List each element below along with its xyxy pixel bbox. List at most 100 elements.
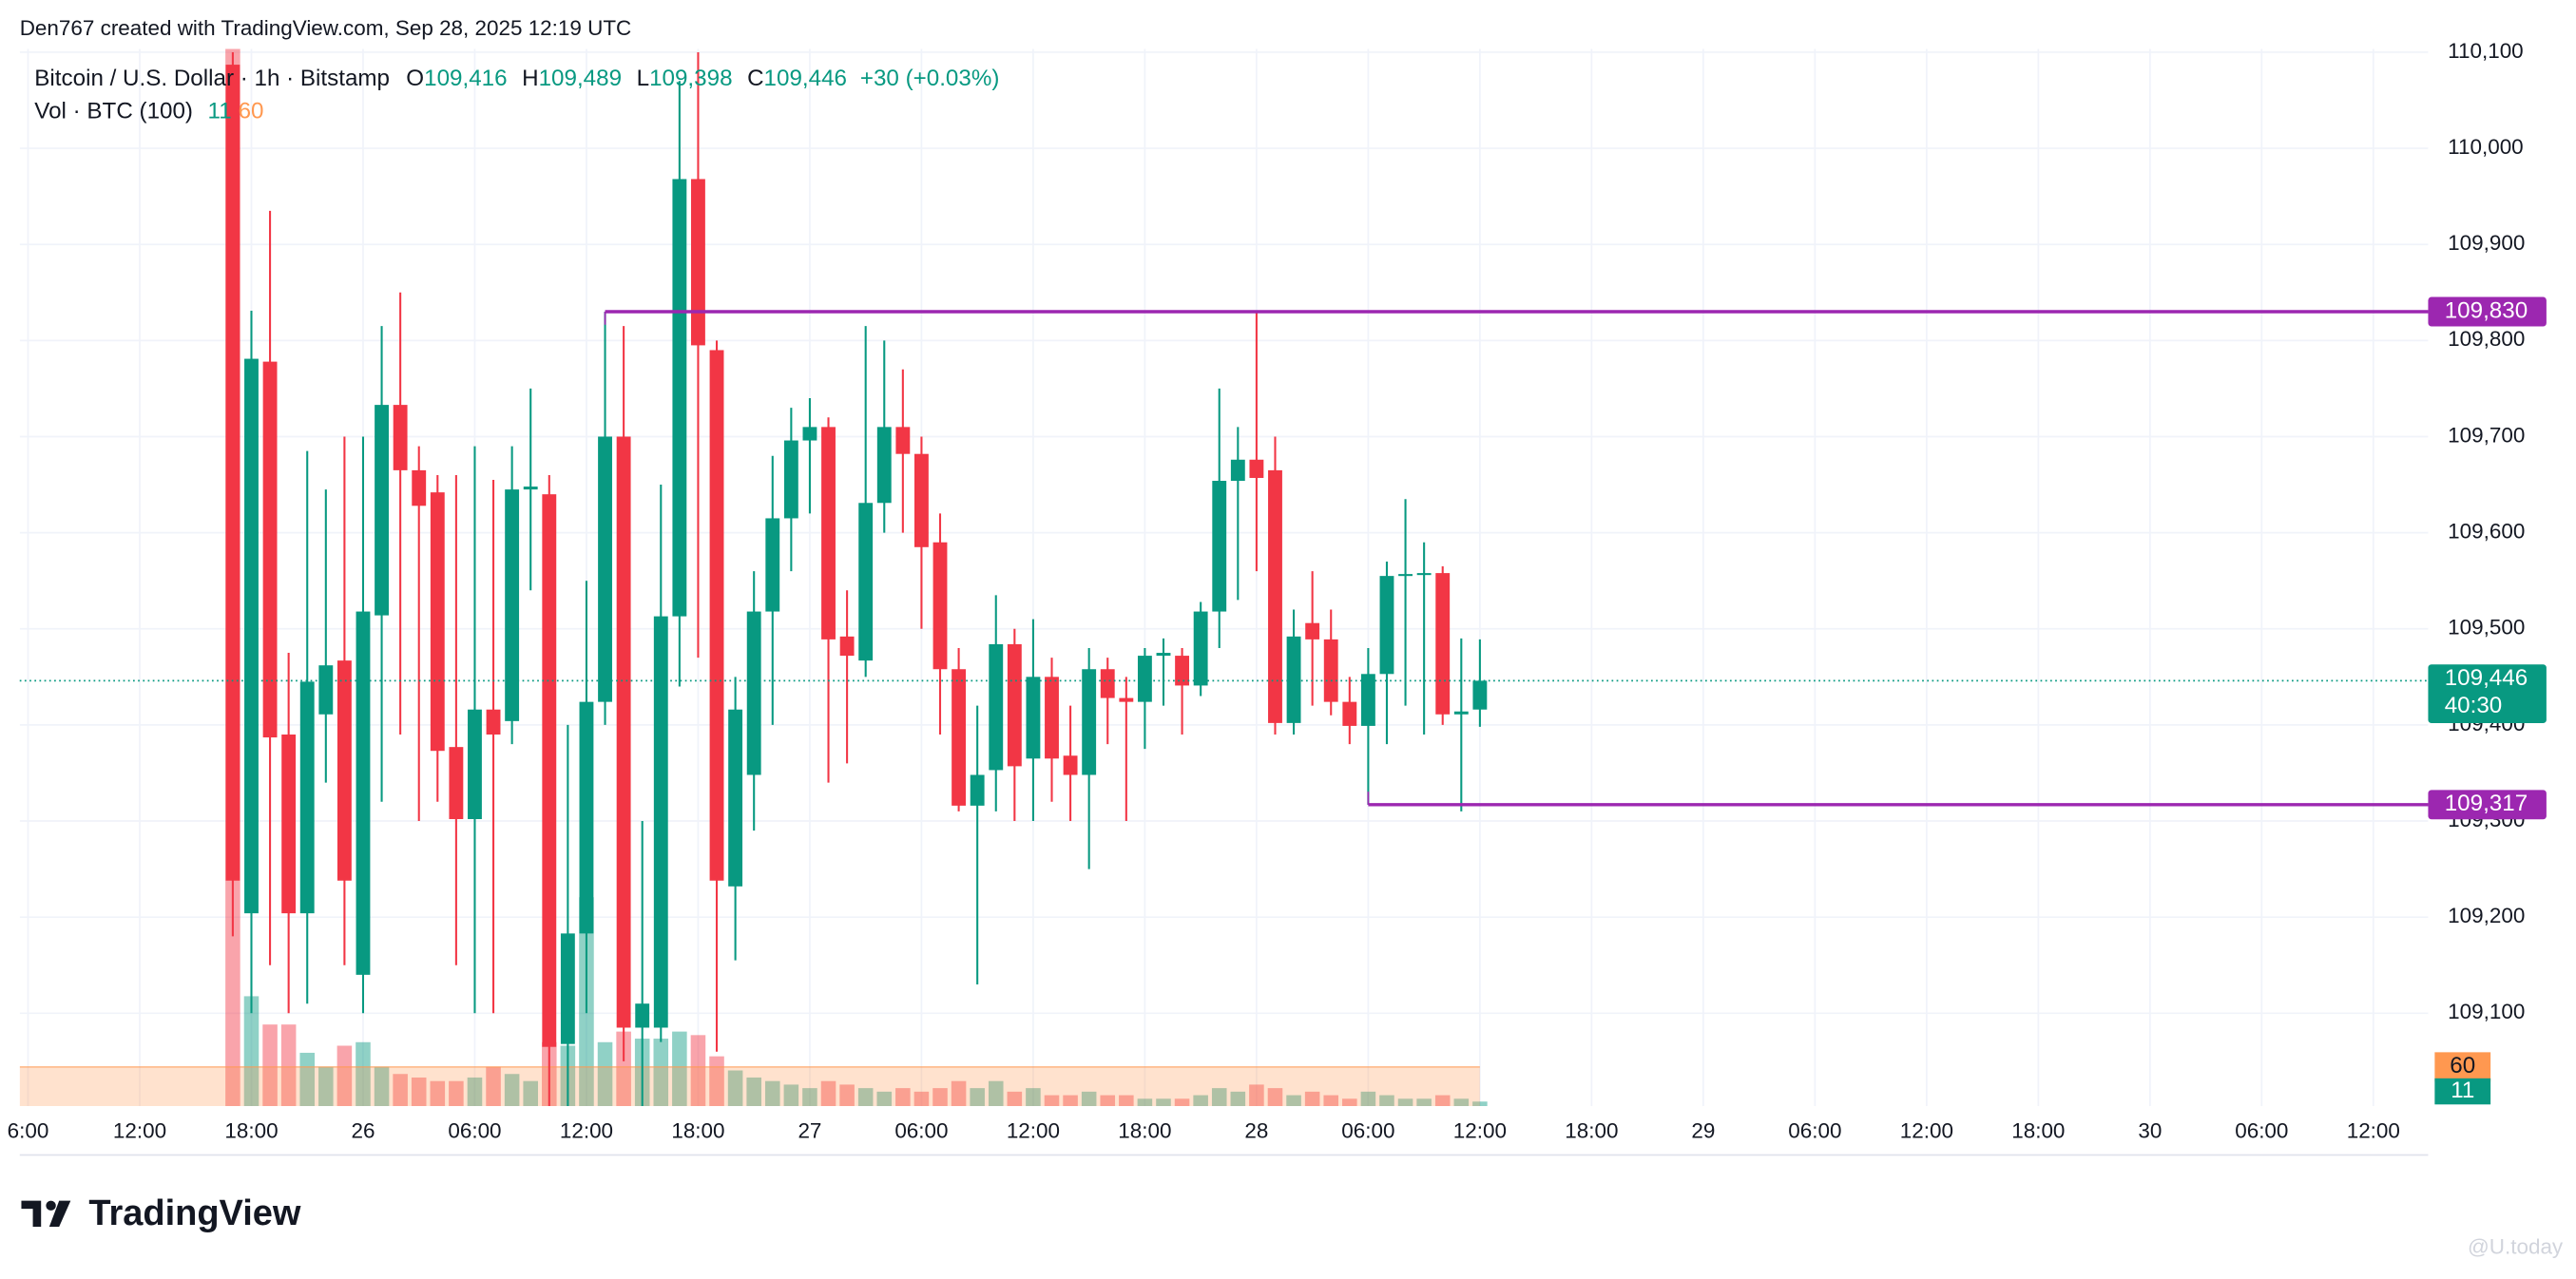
y-tick-label: 110,000 <box>2448 135 2523 159</box>
volume-bar <box>839 1084 855 1107</box>
y-tick-label: 109,200 <box>2448 904 2525 927</box>
candle-body <box>486 709 501 735</box>
watermark: @U.today <box>2468 1234 2564 1258</box>
volume-bar <box>764 1080 780 1107</box>
volume-bar <box>1211 1088 1227 1107</box>
y-tick-label: 109,600 <box>2448 520 2525 544</box>
volume-tag-label: 11 <box>2451 1078 2474 1103</box>
y-tick-label: 109,100 <box>2448 1000 2525 1023</box>
candle-body <box>970 774 985 806</box>
volume-bar <box>1156 1098 1171 1107</box>
x-tick-label: 29 <box>1691 1118 1715 1142</box>
volume-bar <box>523 1080 538 1107</box>
candle-body <box>1398 574 1413 577</box>
candle-body <box>821 427 836 640</box>
candle-body <box>1175 656 1190 686</box>
volume-ma-tag-label: 60 <box>2450 1053 2475 1079</box>
volume-bar <box>1286 1095 1301 1107</box>
candle-body <box>598 436 612 702</box>
volume-bar <box>1230 1091 1246 1107</box>
volume-bar <box>653 1039 669 1107</box>
ohlc-value: 109,398 <box>649 67 732 92</box>
volume-bar <box>1453 1098 1470 1107</box>
volume-bar <box>1119 1095 1134 1107</box>
candle-body <box>765 518 780 612</box>
volume-bar <box>504 1074 520 1107</box>
volume-bar <box>411 1077 427 1107</box>
volume-bar <box>1379 1095 1394 1107</box>
volume-bar <box>393 1074 408 1107</box>
volume-bar <box>318 1066 334 1107</box>
candle-body <box>1472 680 1488 710</box>
volume-bar <box>1397 1098 1413 1107</box>
price-tag-label: 109,446 <box>2445 665 2528 691</box>
candle-body <box>1249 459 1264 478</box>
volume-pane <box>19 48 1488 1107</box>
y-tick-label: 109,500 <box>2448 616 2525 640</box>
candle-body <box>244 358 259 914</box>
x-tick-label: 26 <box>351 1118 375 1142</box>
candle-body <box>281 735 297 914</box>
ohlc-key: C <box>747 67 763 92</box>
volume-bar <box>449 1080 464 1107</box>
candle-body <box>1193 611 1208 686</box>
x-tick-label: 06:00 <box>1341 1118 1394 1142</box>
volume-bar <box>336 1045 353 1107</box>
volume-bar <box>1137 1098 1153 1107</box>
candle-body <box>1435 573 1451 715</box>
candle-body <box>1156 653 1171 657</box>
candle-body <box>691 179 705 346</box>
price-tag <box>2428 664 2547 724</box>
x-tick-label: 12:00 <box>113 1118 166 1142</box>
legend-symbol-line: Bitcoin / U.S. Dollar · 1h · Bitstamp O10… <box>34 67 999 92</box>
x-tick-label: 12:00 <box>1453 1118 1507 1142</box>
volume-bar <box>1323 1095 1339 1107</box>
candle-body <box>1119 697 1134 702</box>
candle-body <box>858 503 874 661</box>
candle-body <box>1360 674 1375 726</box>
candle-body <box>1063 755 1078 775</box>
candle-body <box>375 405 389 616</box>
candle-body <box>672 179 687 617</box>
candle-body <box>1137 656 1152 702</box>
volume-bar <box>970 1088 985 1107</box>
volume-bar <box>1267 1088 1283 1107</box>
ohlc-value: 109,446 <box>764 67 847 92</box>
volume-bar <box>1342 1098 1357 1107</box>
volume-bar <box>1174 1098 1190 1107</box>
ohlc-key: H <box>522 67 538 92</box>
volume-bar <box>876 1091 893 1107</box>
x-tick-label: 18:00 <box>1565 1118 1618 1142</box>
x-tick-label: 06:00 <box>448 1118 501 1142</box>
x-tick-label: 18:00 <box>671 1118 724 1142</box>
volume-bar <box>243 996 260 1107</box>
x-tick-label: 27 <box>798 1118 821 1142</box>
candle-body <box>1007 643 1022 767</box>
volume-bar <box>1026 1088 1041 1107</box>
volume-bar <box>672 1031 687 1107</box>
candle-body <box>318 665 334 715</box>
candle-body <box>1045 677 1059 759</box>
volume-bar <box>951 1080 967 1107</box>
x-tick-label: 12:00 <box>1900 1118 1953 1142</box>
volume-bar <box>486 1066 501 1107</box>
ohlc-value: 109,489 <box>539 67 622 92</box>
volume-tag <box>2434 1078 2491 1105</box>
volume-bar <box>430 1080 446 1107</box>
candle-body <box>1082 669 1097 775</box>
y-tick-label: 110,100 <box>2448 39 2523 63</box>
candle-body <box>356 611 371 975</box>
candle-body <box>1379 576 1394 675</box>
x-tick-label: 18:00 <box>224 1118 278 1142</box>
candle-body <box>560 933 575 1044</box>
x-tick-label: 6:00 <box>8 1118 49 1142</box>
volume-bar <box>1472 1101 1488 1107</box>
level-tag <box>2428 296 2547 327</box>
candle-body <box>616 436 631 1028</box>
volume-bar <box>374 1066 390 1107</box>
volume-bar <box>727 1070 743 1107</box>
volume-value: 11 <box>208 99 232 124</box>
x-tick-label: 06:00 <box>894 1118 948 1142</box>
